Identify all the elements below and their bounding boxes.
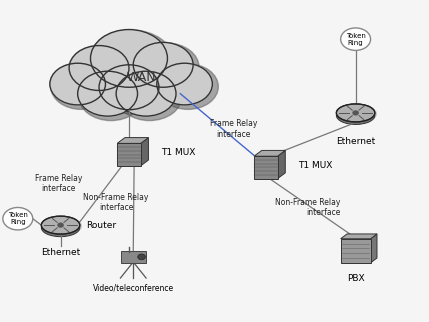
Circle shape [117,72,182,121]
Ellipse shape [41,216,80,234]
Polygon shape [254,150,285,156]
Circle shape [116,71,176,116]
Polygon shape [341,239,371,263]
Circle shape [100,65,165,114]
Text: Ethernet: Ethernet [336,137,375,146]
Text: Video/teleconference: Video/teleconference [93,283,174,292]
Ellipse shape [337,104,377,123]
Text: Frame Relay
interface: Frame Relay interface [210,119,257,139]
Circle shape [91,30,167,87]
Circle shape [134,43,199,92]
Circle shape [157,63,212,105]
Text: Token
Ring: Token Ring [8,212,28,225]
Circle shape [50,63,106,105]
Circle shape [70,46,135,95]
Circle shape [99,65,159,110]
Ellipse shape [336,104,375,122]
Polygon shape [254,156,278,179]
Circle shape [353,111,358,115]
Text: PBX: PBX [347,273,364,282]
Circle shape [157,64,218,109]
Text: T1 MUX: T1 MUX [298,161,332,170]
Text: Token
Ring: Token Ring [346,33,366,46]
Polygon shape [341,234,377,239]
Text: Frame Relay
interface: Frame Relay interface [35,174,82,193]
Circle shape [51,64,112,109]
Polygon shape [278,150,285,179]
Circle shape [341,28,371,50]
Circle shape [133,43,193,87]
Circle shape [79,72,144,121]
Ellipse shape [42,217,82,235]
Ellipse shape [336,107,375,124]
Circle shape [138,254,145,260]
Text: T1 MUX: T1 MUX [161,148,196,157]
Circle shape [3,207,33,230]
Text: Non-Frame Relay
interface: Non-Frame Relay interface [275,198,341,217]
Circle shape [78,71,138,116]
FancyBboxPatch shape [121,251,146,263]
Text: Ethernet: Ethernet [41,248,80,257]
Circle shape [69,46,129,90]
Circle shape [91,30,173,92]
Polygon shape [371,234,377,263]
Polygon shape [117,143,141,166]
Circle shape [58,223,63,227]
Polygon shape [141,137,148,166]
Text: Non-Frame Relay
interface: Non-Frame Relay interface [84,193,149,213]
Text: WAN: WAN [127,71,157,84]
Ellipse shape [41,219,80,237]
Text: Router: Router [86,221,116,230]
Polygon shape [117,137,148,143]
